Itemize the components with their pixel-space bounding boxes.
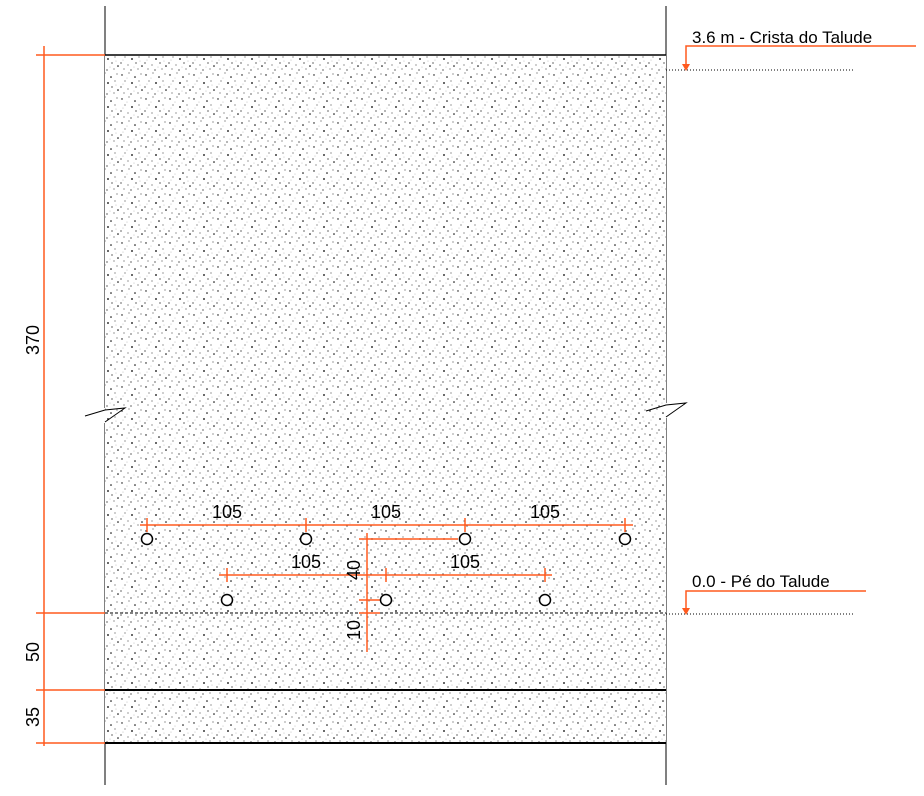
dimension-top-spacing-1: 105 xyxy=(212,502,242,522)
anchor-bottom-1 xyxy=(220,593,234,607)
dimension-total-height: 370 xyxy=(23,325,43,355)
break-symbol-left xyxy=(84,407,127,423)
anchor-top-3 xyxy=(458,532,472,546)
crest-marker-leader xyxy=(685,45,916,66)
crest-label: 3.6 m - Crista do Talude xyxy=(692,28,872,47)
anchor-bottom-2 xyxy=(379,593,393,607)
anchor-top-4 xyxy=(618,532,632,546)
anchor-bottom-3 xyxy=(538,593,552,607)
anchor-top-1 xyxy=(140,532,154,546)
bottom-row-dimension-line xyxy=(219,568,552,582)
dimension-row-offset: 40 xyxy=(344,560,364,580)
crest-arrow-icon xyxy=(682,64,690,71)
left-dimension-chain xyxy=(36,46,105,746)
dimension-layer-1: 50 xyxy=(23,642,43,662)
toe-marker-leader xyxy=(685,590,866,610)
dimension-bottom-spacing-2: 105 xyxy=(450,552,480,572)
toe-arrow-icon xyxy=(682,608,690,615)
toe-label: 0.0 - Pé do Talude xyxy=(692,572,830,591)
dimension-layer-2: 35 xyxy=(23,707,43,727)
layer-1-fill xyxy=(105,613,666,690)
vertical-offset-dimension xyxy=(359,533,458,652)
dimension-top-spacing-3: 105 xyxy=(530,502,560,522)
dimension-top-spacing-2: 105 xyxy=(371,502,401,522)
layer-2-fill xyxy=(105,690,666,743)
slope-soil-fill xyxy=(105,55,666,613)
dimension-toe-offset: 10 xyxy=(344,620,364,640)
anchor-top-2 xyxy=(299,532,313,546)
break-symbol-right xyxy=(645,402,688,418)
dimension-bottom-spacing-1: 105 xyxy=(291,552,321,572)
top-row-dimension-line xyxy=(140,518,633,532)
